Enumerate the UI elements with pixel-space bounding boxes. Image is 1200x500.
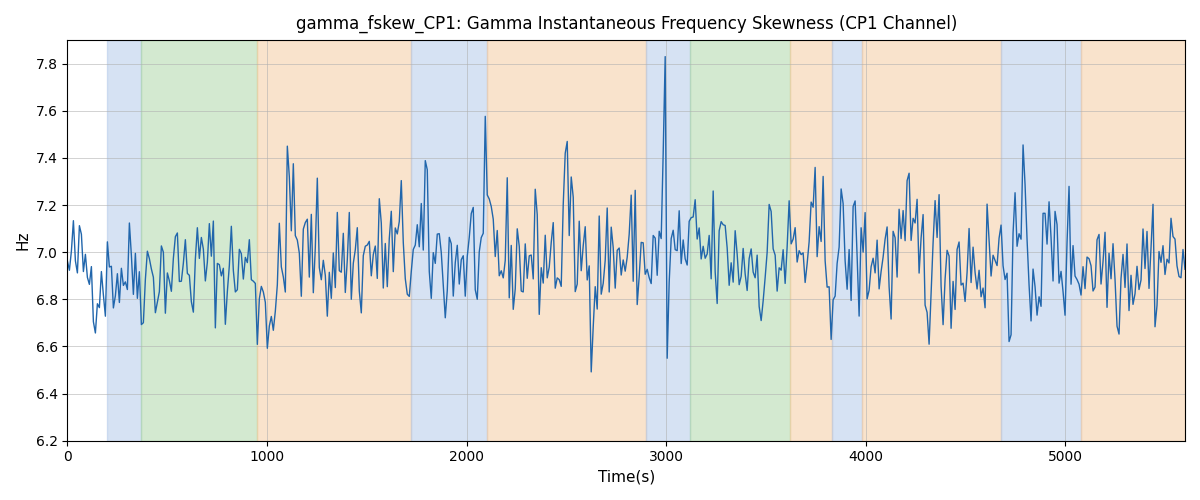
Bar (142, 40, 257, 440)
Bar (107, 40, 142, 440)
Bar (690, 40, 790, 440)
Bar (790, 40, 832, 440)
Title: gamma_fskew_CP1: Gamma Instantaneous Frequency Skewness (CP1 Channel): gamma_fskew_CP1: Gamma Instantaneous Fre… (295, 15, 956, 34)
Bar (257, 40, 410, 440)
Bar (646, 40, 690, 440)
Bar (1081, 40, 1186, 440)
Bar (862, 40, 1001, 440)
X-axis label: Time(s): Time(s) (598, 470, 655, 485)
Bar (486, 40, 646, 440)
Bar (832, 40, 862, 440)
Bar (410, 40, 486, 440)
Bar (1001, 40, 1081, 440)
Y-axis label: Hz: Hz (16, 230, 30, 250)
